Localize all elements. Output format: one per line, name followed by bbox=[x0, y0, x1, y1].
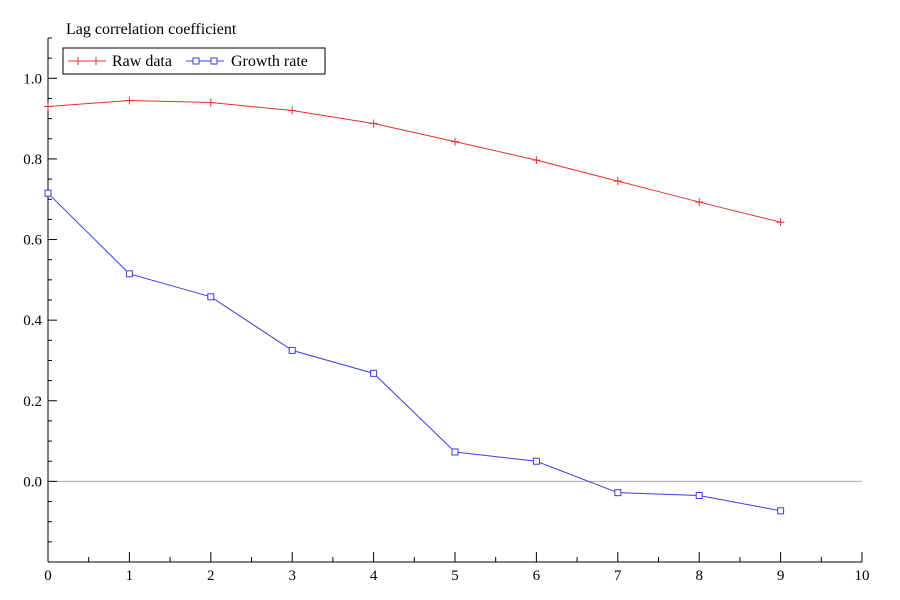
legend-item-growth-rate: Growth rate bbox=[186, 53, 308, 70]
minor-ticks bbox=[48, 37, 822, 562]
legend-item-raw-data: Raw data bbox=[68, 53, 172, 70]
data-point bbox=[288, 106, 297, 115]
data-point bbox=[207, 293, 215, 301]
data-point bbox=[125, 96, 134, 105]
series-line bbox=[47, 192, 781, 512]
y-tick-label: 0.6 bbox=[23, 233, 42, 249]
data-point bbox=[532, 156, 541, 165]
y-tick-label: 0.2 bbox=[23, 394, 42, 410]
data-point bbox=[44, 102, 52, 111]
x-tick-label: 4 bbox=[370, 568, 378, 584]
x-tick-label: 7 bbox=[614, 568, 622, 584]
data-point bbox=[44, 189, 52, 197]
y-tick-label: 0.0 bbox=[23, 474, 42, 490]
data-point bbox=[776, 218, 785, 227]
legend-marker bbox=[210, 57, 218, 65]
series-growth-rate bbox=[44, 189, 785, 515]
data-point bbox=[613, 177, 622, 186]
x-tick-label: 2 bbox=[207, 568, 215, 584]
data-point bbox=[532, 457, 540, 465]
x-tick-label: 0 bbox=[44, 568, 52, 584]
data-point bbox=[777, 507, 785, 515]
data-point bbox=[614, 489, 622, 497]
x-tick-label: 6 bbox=[533, 568, 541, 584]
data-point bbox=[206, 98, 215, 107]
y-tick-label: 0.8 bbox=[23, 152, 42, 168]
x-tick-label: 9 bbox=[777, 568, 785, 584]
data-point bbox=[288, 346, 296, 354]
legend-marker bbox=[92, 57, 100, 65]
x-tick-label: 8 bbox=[695, 568, 703, 584]
y-tick-label: 0.4 bbox=[23, 313, 42, 329]
data-point bbox=[369, 119, 378, 128]
x-tick-label: 1 bbox=[126, 568, 134, 584]
data-point bbox=[370, 369, 378, 377]
data-point bbox=[451, 137, 459, 146]
data-point bbox=[695, 198, 704, 207]
axes bbox=[47, 38, 862, 563]
y-tick-label: 1.0 bbox=[23, 71, 42, 87]
major-ticks bbox=[47, 77, 863, 563]
legend: Raw data Growth rate bbox=[62, 47, 326, 75]
data-point bbox=[451, 448, 459, 456]
tick-labels: 0 1 2 3 4 5 6 7 8 9 10 0.0 0.2 0.4 0.6 0.8 1.0 bbox=[23, 71, 869, 584]
series-raw-data bbox=[44, 96, 785, 227]
series-line bbox=[47, 99, 781, 223]
legend-label: Raw data bbox=[112, 53, 172, 70]
data-point bbox=[695, 491, 703, 499]
data-point bbox=[125, 270, 133, 278]
x-tick-label: 10 bbox=[855, 568, 870, 584]
legend-marker bbox=[74, 57, 82, 65]
series bbox=[44, 96, 785, 515]
x-tick-label: 5 bbox=[451, 568, 459, 584]
x-tick-label: 3 bbox=[288, 568, 296, 584]
y-axis-label: Lag correlation coefficient bbox=[66, 21, 237, 38]
legend-marker bbox=[192, 57, 200, 65]
legend-label: Growth rate bbox=[231, 53, 308, 70]
